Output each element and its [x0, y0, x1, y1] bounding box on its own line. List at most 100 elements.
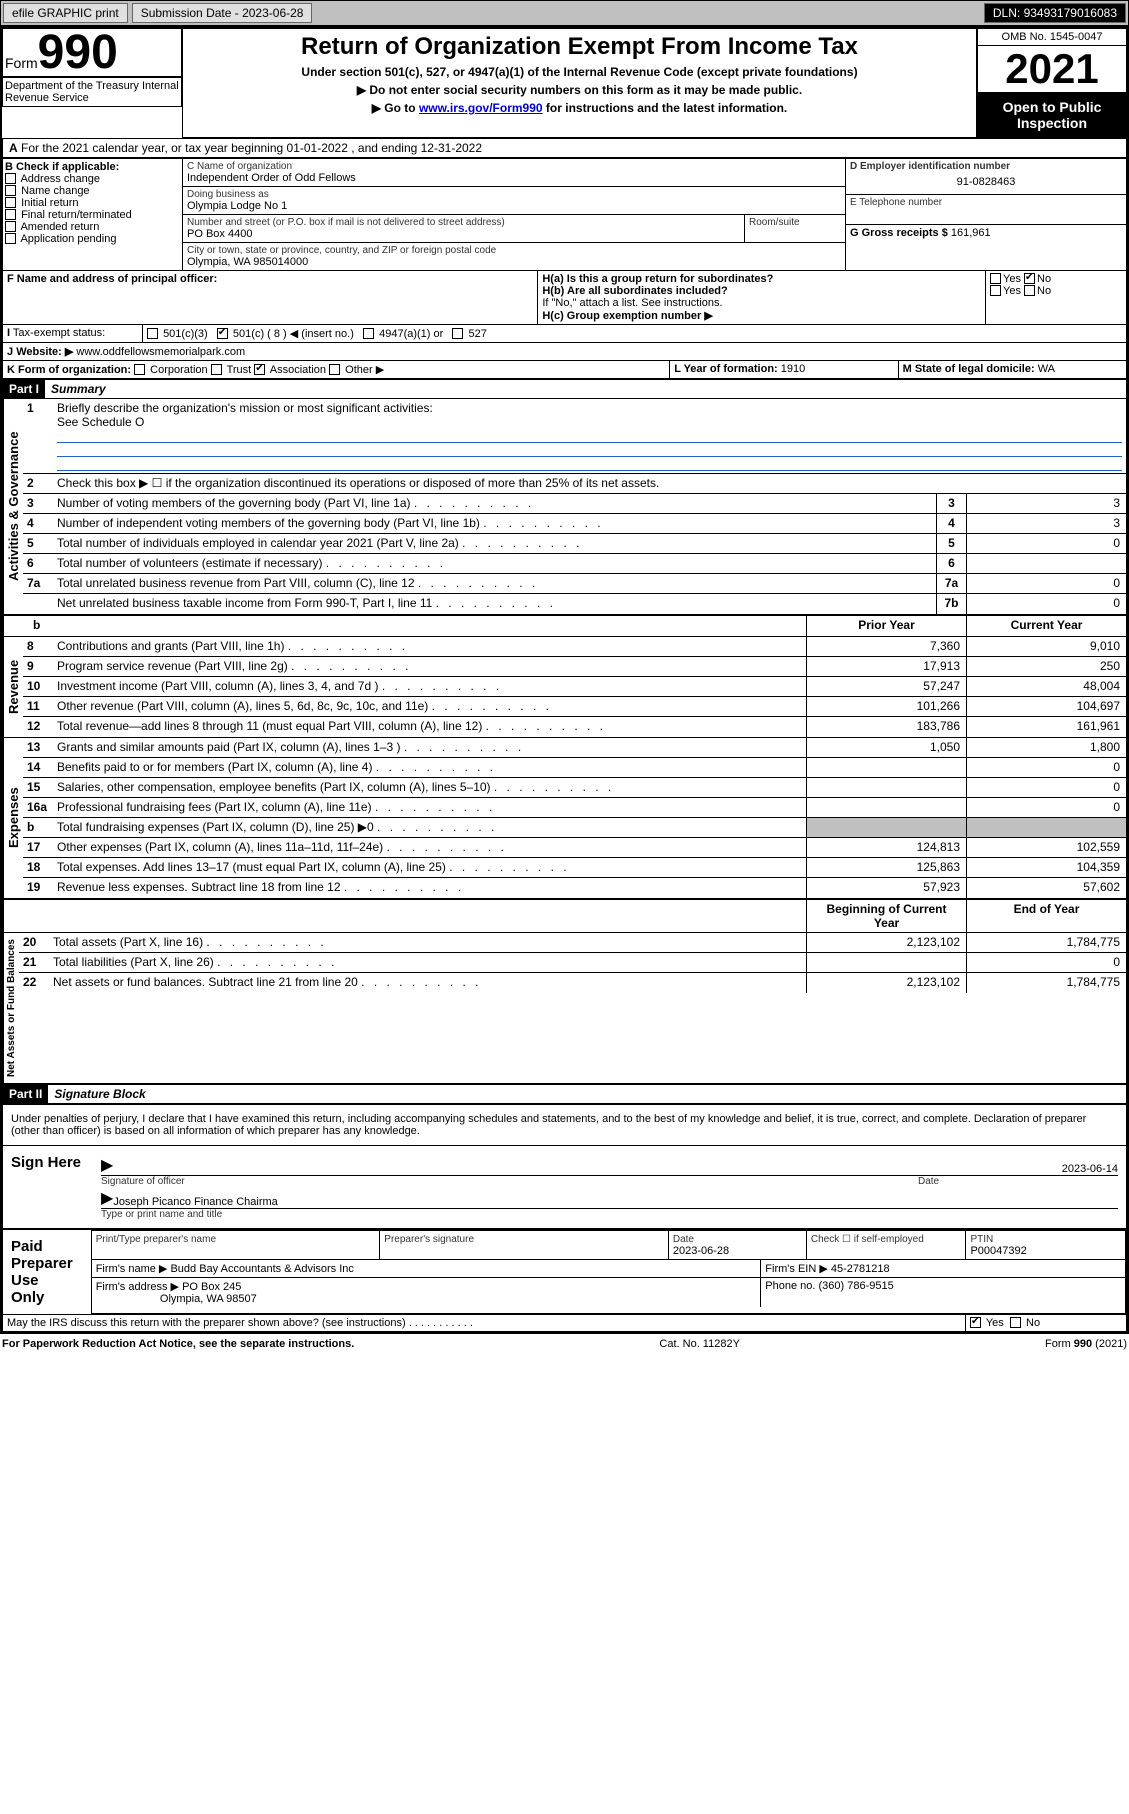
- room-label: Room/suite: [749, 217, 841, 228]
- hc-label: H(c) Group exemption number ▶: [542, 310, 712, 322]
- colb-checkbox[interactable]: [5, 197, 16, 208]
- prep-h1: Print/Type preparer's name: [96, 1234, 216, 1245]
- colb-checkbox[interactable]: [5, 173, 16, 184]
- colb-item: Initial return: [21, 197, 78, 209]
- l1-text: Briefly describe the organization's miss…: [57, 401, 433, 415]
- org-name-label: C Name of organization: [187, 161, 841, 172]
- table-row: 16aProfessional fundraising fees (Part I…: [23, 798, 1126, 818]
- may-no-checkbox[interactable]: [1010, 1317, 1021, 1328]
- may-text: May the IRS discuss this return with the…: [3, 1315, 966, 1331]
- col-c: C Name of organization Independent Order…: [183, 159, 846, 270]
- prep-h5: PTIN: [970, 1234, 993, 1245]
- trust-checkbox[interactable]: [211, 364, 222, 375]
- name-title-label: Type or print name and title: [101, 1209, 1118, 1220]
- netassets-label: Net Assets or Fund Balances: [3, 933, 19, 1083]
- j-label: Website: ▶: [16, 346, 73, 358]
- title-box: Return of Organization Exempt From Incom…: [182, 28, 977, 138]
- table-row: 17Other expenses (Part IX, column (A), l…: [23, 838, 1126, 858]
- dln: DLN: 93493179016083: [984, 3, 1126, 23]
- m-val: WA: [1038, 363, 1055, 375]
- firm-ein-label: Firm's EIN ▶: [765, 1263, 828, 1275]
- other-checkbox[interactable]: [329, 364, 340, 375]
- may-no: No: [1026, 1317, 1040, 1329]
- form-990: 990: [38, 31, 118, 74]
- ha-label: H(a) Is this a group return for subordin…: [542, 273, 773, 285]
- table-row: 9Program service revenue (Part VIII, lin…: [23, 657, 1126, 677]
- sig-officer-label: Signature of officer: [101, 1176, 918, 1187]
- website[interactable]: www.oddfellowsmemorialpark.com: [76, 346, 245, 358]
- colb-checkbox[interactable]: [5, 185, 16, 196]
- expenses-label: Expenses: [3, 738, 23, 898]
- ha-yes-checkbox[interactable]: [990, 273, 1001, 284]
- hb-yes: Yes: [1003, 285, 1021, 297]
- main-title: Return of Organization Exempt From Incom…: [187, 33, 972, 61]
- colb-item: Name change: [21, 185, 90, 197]
- colb-checkbox[interactable]: [5, 209, 16, 220]
- part2-header: Part II Signature Block: [2, 1084, 1127, 1104]
- col-b-head: b: [29, 616, 59, 636]
- corp-checkbox[interactable]: [134, 364, 145, 375]
- firm-addr2: Olympia, WA 98507: [160, 1293, 257, 1305]
- hb-label: H(b) Are all subordinates included?: [542, 285, 727, 297]
- footer-mid: Cat. No. 11282Y: [659, 1338, 740, 1350]
- identity-block: B Check if applicable: Address change Na…: [2, 158, 1127, 271]
- table-row: 20Total assets (Part X, line 16) 2,123,1…: [19, 933, 1126, 953]
- officer-name: Joseph Picanco Finance Chairma: [113, 1196, 277, 1208]
- sub3-post: for instructions and the latest informat…: [546, 101, 787, 115]
- 501c-checkbox[interactable]: [217, 328, 228, 339]
- l-label: L Year of formation:: [674, 363, 778, 375]
- hb-no: No: [1037, 285, 1051, 297]
- prep-h3: Date: [673, 1234, 694, 1245]
- phone: (360) 786-9515: [819, 1280, 894, 1292]
- assoc-checkbox[interactable]: [254, 364, 265, 375]
- part2-title: Signature Block: [48, 1085, 151, 1103]
- submission-date: Submission Date - 2023-06-28: [132, 3, 313, 23]
- 4947: 4947(a)(1) or: [379, 328, 443, 340]
- ha-yes: Yes: [1003, 273, 1021, 285]
- efile-btn[interactable]: efile GRAPHIC print: [3, 3, 128, 23]
- colb-item: Address change: [20, 173, 100, 185]
- row-a: A For the 2021 calendar year, or tax yea…: [2, 138, 1127, 158]
- irs-link[interactable]: www.irs.gov/Form990: [419, 101, 543, 115]
- trust: Trust: [227, 364, 252, 376]
- hb-no-checkbox[interactable]: [1024, 285, 1035, 296]
- activities-label: Activities & Governance: [3, 399, 23, 614]
- gross-label: G Gross receipts $: [850, 227, 948, 239]
- may-yes-checkbox[interactable]: [970, 1317, 981, 1328]
- dba: Olympia Lodge No 1: [187, 200, 841, 212]
- open-inspection: Open to Public Inspection: [978, 93, 1126, 137]
- col-d: D Employer identification number 91-0828…: [846, 159, 1126, 270]
- part1-header: Part I Summary: [2, 379, 1127, 399]
- footer-right: Form 990 (2021): [1045, 1338, 1127, 1350]
- colb-checkbox[interactable]: [5, 233, 16, 244]
- addr: PO Box 4400: [187, 228, 740, 240]
- table-row: 12Total revenue—add lines 8 through 11 (…: [23, 717, 1126, 737]
- sig-date-label: Date: [918, 1176, 1118, 1187]
- table-row: 14Benefits paid to or for members (Part …: [23, 758, 1126, 778]
- tax-year: 2021: [978, 46, 1126, 93]
- 527: 527: [469, 328, 487, 340]
- omb: OMB No. 1545-0047: [978, 29, 1126, 46]
- ha-no-checkbox[interactable]: [1024, 273, 1035, 284]
- 4947-checkbox[interactable]: [363, 328, 374, 339]
- firm-addr1: PO Box 245: [182, 1281, 241, 1293]
- 501c3-checkbox[interactable]: [147, 328, 158, 339]
- table-row: 13Grants and similar amounts paid (Part …: [23, 738, 1126, 758]
- l1-val: See Schedule O: [57, 415, 144, 429]
- hb-yes-checkbox[interactable]: [990, 285, 1001, 296]
- city: Olympia, WA 985014000: [187, 256, 841, 268]
- table-row: 15Salaries, other compensation, employee…: [23, 778, 1126, 798]
- tel-label: E Telephone number: [850, 197, 1122, 208]
- may-yes: Yes: [986, 1317, 1004, 1329]
- ptin: P00047392: [970, 1245, 1026, 1257]
- part1-label: Part I: [3, 380, 45, 398]
- colb-checkbox[interactable]: [5, 221, 16, 232]
- topbar: efile GRAPHIC print Submission Date - 20…: [0, 0, 1129, 26]
- subtitle-2: ▶ Do not enter social security numbers o…: [187, 83, 972, 97]
- part1-title: Summary: [45, 380, 112, 398]
- dba-label: Doing business as: [187, 189, 841, 200]
- 501c3: 501(c)(3): [163, 328, 208, 340]
- 527-checkbox[interactable]: [452, 328, 463, 339]
- form-body: Form 990 Department of the Treasury Inte…: [0, 26, 1129, 1334]
- table-row: 18Total expenses. Add lines 13–17 (must …: [23, 858, 1126, 878]
